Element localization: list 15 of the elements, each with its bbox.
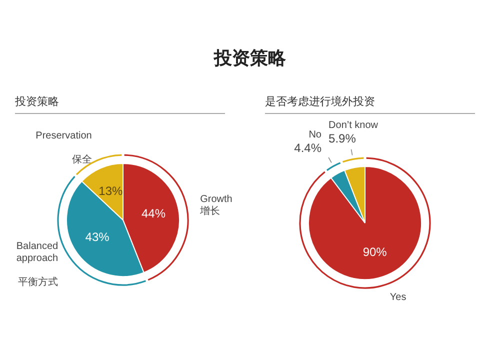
data-label: 44% <box>142 206 166 220</box>
category-label: Balanced approach 平衡方式 <box>16 240 58 288</box>
chart-title: 是否考虑进行境外投资 <box>265 96 375 108</box>
data-label: 5.9% <box>328 131 356 146</box>
slice-label: Yes <box>390 292 406 304</box>
data-label: 43% <box>85 230 110 244</box>
slice-label: Growth 增长 <box>199 194 232 218</box>
chart-title: 投资策略 <box>15 96 59 108</box>
slice-label: No <box>308 130 322 141</box>
data-label: 13% <box>98 184 123 198</box>
slice-label: Don’t know <box>328 120 379 131</box>
text: 投资策略 <box>214 48 286 68</box>
data-label: 90% <box>362 244 388 259</box>
data-label: 4.4% <box>294 141 322 156</box>
category-label: Preservation 保全 <box>36 130 92 166</box>
